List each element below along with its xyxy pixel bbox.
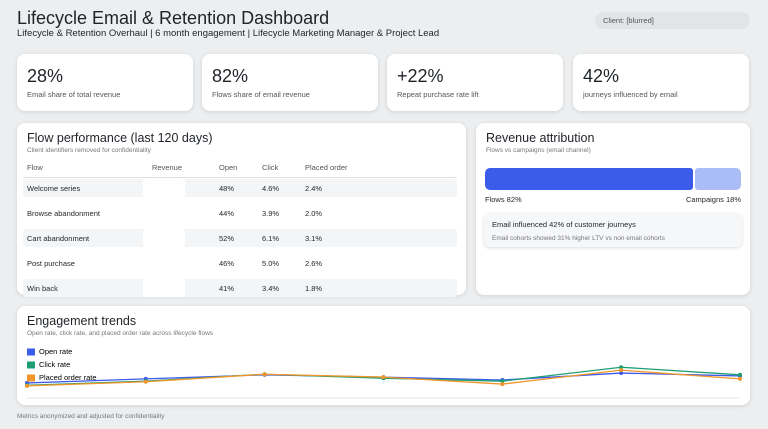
metric-cell: 2.0%: [305, 209, 323, 218]
trend-point: [619, 368, 624, 373]
metric-cell: 3.9%: [262, 209, 280, 218]
callout-title: Email influenced 42% of customer journey…: [492, 220, 636, 229]
card-title: Revenue attribution: [486, 131, 595, 145]
callout: Email influenced 42% of customer journey…: [484, 213, 742, 247]
column-header: Flow: [27, 163, 43, 172]
flow-name: Welcome series: [27, 184, 81, 193]
kpi-label: Email share of total revenue: [27, 90, 121, 99]
kpi-card: 28% Email share of total revenue: [17, 54, 193, 111]
card-title: Engagement trends: [27, 314, 137, 328]
kpi-label: journeys influenced by email: [583, 90, 678, 99]
legend-label: Placed order rate: [39, 373, 97, 382]
flow-name: Win back: [27, 284, 58, 293]
trend-point: [262, 372, 267, 377]
callout-text: Email cohorts showed 31% higher LTV vs n…: [492, 235, 665, 242]
kpi-card: +22% Repeat purchase rate lift: [387, 54, 563, 111]
metric-cell: 5.0%: [262, 259, 280, 268]
metric-cell: 41%: [219, 284, 235, 293]
column-header: Click: [262, 163, 279, 172]
trend-point: [500, 379, 505, 384]
revenue-redacted: [143, 229, 185, 247]
metric-cell: 46%: [219, 259, 235, 268]
row-stripe: [23, 279, 457, 297]
segment-label: Campaigns 18%: [685, 195, 741, 204]
metric-cell: 2.4%: [305, 184, 323, 193]
metric-cell: 2.6%: [305, 259, 323, 268]
kpi-value: 28%: [27, 66, 64, 86]
kpi-value: +22%: [397, 66, 444, 86]
column-header: Placed order: [305, 163, 348, 172]
page-subtitle: Lifecycle & Retention Overhaul | 6 month…: [17, 28, 440, 39]
engagement-chart: Open rate Click rate Placed order rate: [25, 347, 742, 399]
segment-label: Flows 82%: [485, 195, 522, 204]
metric-cell: 6.1%: [262, 234, 280, 243]
footer: Metrics anonymized and adjusted for conf…: [17, 413, 165, 420]
attribution-segment: [485, 168, 693, 190]
trend-point: [738, 376, 742, 381]
column-header: Open: [219, 163, 238, 172]
flow-name: Browse abandonment: [27, 209, 100, 218]
kpi-label: Repeat purchase rate lift: [397, 90, 479, 99]
card-subtitle: Client identifiers removed for confident…: [27, 147, 151, 154]
attribution-segment: [694, 168, 741, 190]
kpi-card: 82% Flows share of email revenue: [202, 54, 378, 111]
engagement-card: Engagement trends Open rate, click rate,…: [17, 306, 750, 405]
kpi-label: Flows share of email revenue: [212, 90, 310, 99]
header-rule: [23, 177, 457, 178]
kpi-card: 42% journeys influenced by email: [573, 54, 749, 111]
trend-point: [738, 372, 742, 377]
metric-cell: 44%: [219, 209, 235, 218]
row-stripe: [23, 179, 457, 197]
legend-swatch: [27, 374, 35, 382]
kpi-value: 82%: [212, 66, 249, 86]
client-filter[interactable]: Client: [blurred]: [595, 12, 750, 29]
trend-point: [619, 365, 624, 370]
metric-cell: 52%: [219, 234, 235, 243]
revenue-attribution-card: Revenue attribution Flows vs campaigns (…: [476, 123, 750, 295]
trend-point: [619, 371, 624, 376]
revenue-redacted: [143, 179, 185, 197]
flow-name: Cart abandonment: [27, 234, 90, 243]
trend-point: [143, 379, 148, 384]
card-subtitle: Open rate, click rate, and placed order …: [27, 330, 214, 337]
flow-name: Post purchase: [27, 259, 75, 268]
card-title: Flow performance (last 120 days): [27, 131, 213, 145]
kpi-value: 42%: [583, 66, 620, 86]
column-header: Revenue: [152, 163, 183, 172]
legend-swatch: [27, 361, 35, 369]
row-stripe: [23, 229, 457, 247]
metric-cell: 4.6%: [262, 184, 280, 193]
metric-cell: 1.8%: [305, 284, 323, 293]
trend-point: [381, 375, 386, 380]
flow-performance-card: Flow performance (last 120 days) Client …: [17, 123, 466, 297]
revenue-redacted: [143, 204, 185, 222]
legend-swatch: [27, 348, 35, 356]
revenue-redacted: [143, 279, 185, 297]
revenue-redacted: [143, 254, 185, 272]
trend-point: [25, 383, 29, 388]
metric-cell: 48%: [219, 184, 235, 193]
trend-point: [500, 382, 505, 387]
metric-cell: 3.1%: [305, 234, 323, 243]
legend-label: Click rate: [39, 360, 70, 369]
card-subtitle: Flows vs campaigns (email channel): [486, 147, 591, 154]
page-title: Lifecycle Email & Retention Dashboard: [17, 8, 330, 28]
legend-label: Open rate: [39, 347, 72, 356]
metric-cell: 3.4%: [262, 284, 280, 293]
